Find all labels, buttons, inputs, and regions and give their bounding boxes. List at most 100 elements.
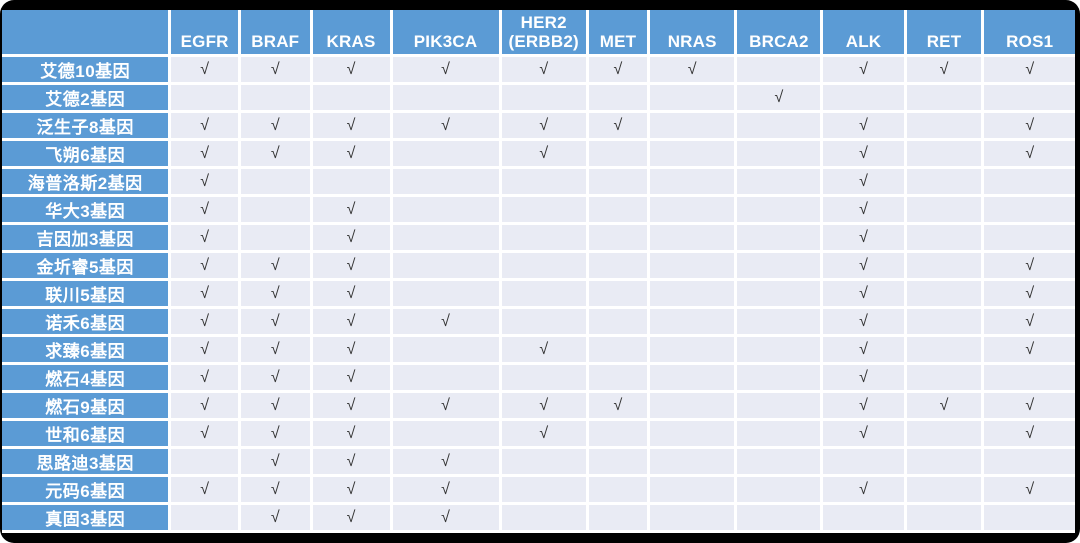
empty-cell: [823, 505, 904, 530]
checkmark-cell: √: [312, 141, 390, 166]
table-row: 艾德10基因 √ √ √ √ √ √ √ √ √ √: [2, 57, 1075, 82]
empty-cell: [737, 141, 821, 166]
empty-cell: [906, 281, 982, 306]
checkmark-cell: √: [823, 281, 904, 306]
empty-cell: [737, 309, 821, 334]
empty-cell: [737, 365, 821, 390]
row-label: 联川5基因: [2, 281, 169, 306]
checkmark-cell: √: [171, 421, 238, 446]
checkmark-cell: √: [906, 393, 982, 418]
empty-cell: [650, 309, 735, 334]
empty-cell: [737, 337, 821, 362]
checkmark-cell: √: [240, 281, 310, 306]
table-row: 真固3基因 √ √ √: [2, 505, 1075, 530]
checkmark-cell: √: [171, 309, 238, 334]
column-header-nras: NRAS: [650, 10, 735, 54]
checkmark-cell: √: [171, 253, 238, 278]
row-label: 真固3基因: [2, 505, 169, 530]
checkmark-cell: √: [823, 421, 904, 446]
checkmark-cell: √: [984, 309, 1075, 334]
empty-cell: [588, 85, 648, 110]
empty-cell: [737, 253, 821, 278]
column-header-brca2: BRCA2: [737, 10, 821, 54]
row-label: 元码6基因: [2, 477, 169, 502]
row-label: 诺禾6基因: [2, 309, 169, 334]
checkmark-cell: √: [312, 477, 390, 502]
checkmark-cell: √: [823, 169, 904, 194]
checkmark-cell: √: [984, 393, 1075, 418]
row-label: 求臻6基因: [2, 337, 169, 362]
empty-cell: [737, 505, 821, 530]
empty-cell: [392, 225, 499, 250]
column-header-ros1: ROS1: [984, 10, 1075, 54]
row-label: 吉因加3基因: [2, 225, 169, 250]
empty-cell: [650, 393, 735, 418]
column-header-pik3ca: PIK3CA: [392, 10, 499, 54]
table-row: 元码6基因 √ √ √ √ √ √: [2, 477, 1075, 502]
checkmark-cell: √: [171, 337, 238, 362]
empty-cell: [392, 421, 499, 446]
checkmark-cell: √: [392, 113, 499, 138]
empty-cell: [984, 505, 1075, 530]
column-header-alk: ALK: [823, 10, 904, 54]
checkmark-cell: √: [312, 337, 390, 362]
empty-cell: [392, 365, 499, 390]
checkmark-cell: √: [501, 421, 586, 446]
empty-cell: [171, 85, 238, 110]
checkmark-cell: √: [984, 337, 1075, 362]
checkmark-cell: √: [823, 113, 904, 138]
checkmark-cell: √: [501, 113, 586, 138]
checkmark-cell: √: [823, 393, 904, 418]
checkmark-cell: √: [906, 57, 982, 82]
checkmark-cell: √: [823, 253, 904, 278]
checkmark-cell: √: [392, 57, 499, 82]
empty-cell: [392, 337, 499, 362]
checkmark-cell: √: [240, 113, 310, 138]
checkmark-cell: √: [171, 197, 238, 222]
checkmark-cell: √: [823, 225, 904, 250]
checkmark-cell: √: [240, 309, 310, 334]
checkmark-cell: √: [312, 449, 390, 474]
empty-cell: [240, 225, 310, 250]
empty-cell: [984, 449, 1075, 474]
checkmark-cell: √: [171, 57, 238, 82]
table-body: 艾德10基因 √ √ √ √ √ √ √ √ √ √ 艾德2基因 √ 泛生子8基因 √ √ √ √ √ √ √ √ 飞朔6基…: [2, 57, 1075, 533]
empty-cell: [588, 225, 648, 250]
empty-cell: [588, 477, 648, 502]
empty-cell: [984, 365, 1075, 390]
empty-cell: [823, 85, 904, 110]
checkmark-cell: √: [984, 281, 1075, 306]
checkmark-cell: √: [312, 393, 390, 418]
column-header-her2: HER2 (ERBB2): [501, 10, 586, 54]
row-label: 飞朔6基因: [2, 141, 169, 166]
row-label: 艾德10基因: [2, 57, 169, 82]
empty-cell: [984, 85, 1075, 110]
empty-cell: [501, 197, 586, 222]
empty-cell: [737, 225, 821, 250]
row-label: 思路迪3基因: [2, 449, 169, 474]
header-row: EGFR BRAF KRAS PIK3CA HER2 (ERBB2) MET NRAS BRC…: [2, 10, 1075, 54]
checkmark-cell: √: [312, 365, 390, 390]
empty-cell: [501, 85, 586, 110]
empty-cell: [240, 169, 310, 194]
row-label: 华大3基因: [2, 197, 169, 222]
empty-cell: [984, 225, 1075, 250]
checkmark-cell: √: [240, 253, 310, 278]
row-label: 泛生子8基因: [2, 113, 169, 138]
empty-cell: [240, 85, 310, 110]
row-label: 艾德2基因: [2, 85, 169, 110]
empty-cell: [588, 141, 648, 166]
checkmark-cell: √: [171, 281, 238, 306]
row-label: 燃石4基因: [2, 365, 169, 390]
table-row: 燃石9基因 √ √ √ √ √ √ √ √ √: [2, 393, 1075, 418]
empty-cell: [906, 505, 982, 530]
checkmark-cell: √: [240, 337, 310, 362]
checkmark-cell: √: [240, 421, 310, 446]
table-row: 世和6基因 √ √ √ √ √ √: [2, 421, 1075, 446]
table-row: 诺禾6基因 √ √ √ √ √ √: [2, 309, 1075, 334]
row-label: 世和6基因: [2, 421, 169, 446]
checkmark-cell: √: [823, 57, 904, 82]
empty-cell: [650, 225, 735, 250]
empty-cell: [650, 505, 735, 530]
